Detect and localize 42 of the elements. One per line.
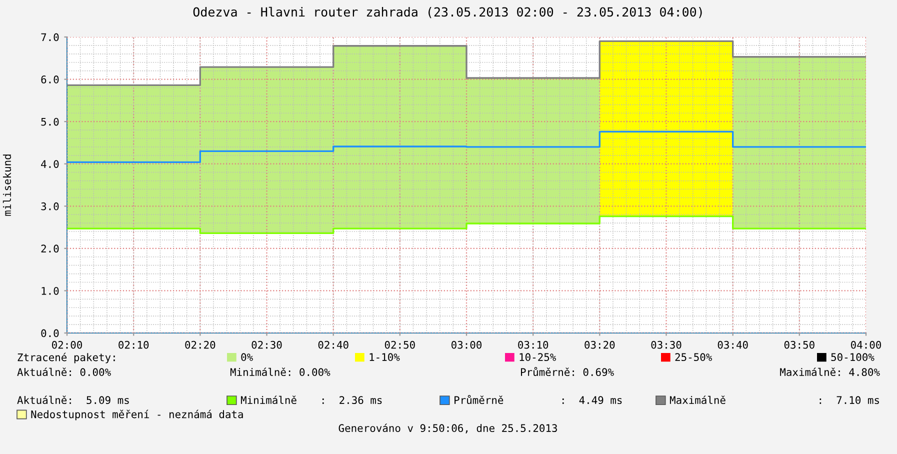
legend-title: Ztracené pakety: <box>18 352 115 364</box>
text: Minimálně: 0.00% <box>230 368 330 376</box>
x-tick-label: 02:10 <box>118 340 149 349</box>
y-tick-label: 3.0 <box>41 202 59 210</box>
text: Průměrně: 0.69% <box>521 366 614 376</box>
text: Maximálně: 4.80% <box>780 368 880 376</box>
y-tick-label: 0.0 <box>41 329 59 338</box>
legend-label: 50-100% <box>831 353 874 362</box>
x-tick-label: 02:50 <box>384 340 415 349</box>
y-tick-label: 5.0 <box>41 118 59 126</box>
text: : 7.10 ms <box>820 396 879 404</box>
legend-label: 0% <box>241 353 253 362</box>
y-tick-label: 1.0 <box>42 286 59 295</box>
legend-label: 25-50% <box>675 353 712 362</box>
x-tick-label: 03:20 <box>584 340 615 349</box>
y-tick-label: 2.0 <box>41 244 59 253</box>
y-axis-title: milisekund <box>2 154 12 216</box>
legend-label: Nedostupnost měření - neznámá data <box>31 410 243 420</box>
x-tick-label: 02:20 <box>185 340 216 349</box>
text: : 4.49 ms <box>562 396 622 404</box>
x-tick-label: 03:50 <box>784 340 814 349</box>
y-tick-label: 6.0 <box>41 76 59 84</box>
x-tick-label: 03:00 <box>452 340 482 349</box>
legend-label: Průměrně <box>454 394 504 404</box>
x-tick-label: 03:40 <box>718 340 748 349</box>
x-tick-label: 02:40 <box>318 340 348 349</box>
x-tick-label: 03:10 <box>518 340 548 349</box>
legend-label: 10-25% <box>520 353 556 362</box>
chart-title: Odezva - Hlavni router zahrada (23.05.2013 02:00 - 23.05.2013 04:00) <box>193 6 702 18</box>
text: Aktuálně: 5.09 ms <box>17 396 129 404</box>
x-tick-label: 03:30 <box>651 340 682 349</box>
x-tick-label: 02:00 <box>52 340 82 349</box>
legend-label: Minimálně <box>240 396 296 404</box>
legend-label: 1-10% <box>370 353 400 362</box>
text: Aktuálně: 0.00% <box>17 368 111 376</box>
y-tick-label: 7.0 <box>41 33 59 42</box>
x-tick-label: 02:30 <box>252 340 282 349</box>
y-tick-label: 4.0 <box>41 160 59 168</box>
x-tick-label: 04:00 <box>851 340 882 349</box>
text: : 2.36 ms <box>322 396 382 404</box>
legend-label: Maximálně <box>670 396 726 404</box>
text: Generováno v 9:50:06, dne 25.5.2013 <box>338 424 557 434</box>
